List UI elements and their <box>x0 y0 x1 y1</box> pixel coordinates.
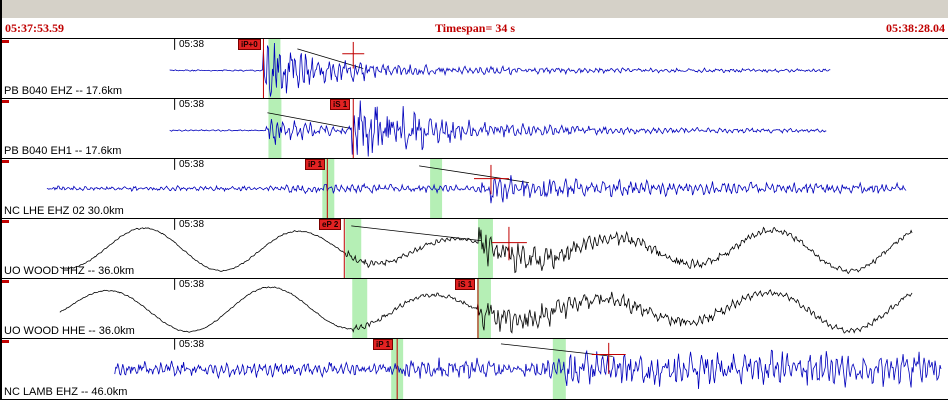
left-scale-tick <box>2 100 9 103</box>
timespan-label: Timespan= 34 s <box>435 21 515 35</box>
trace-panel-4[interactable]: 05:38 UO WOOD HHZ -- 36.0km eP 2 <box>2 218 948 278</box>
phase-pick-flag[interactable]: iS 1 <box>455 279 476 290</box>
waveform-area-3[interactable] <box>2 159 948 218</box>
waveform-trace <box>46 175 907 204</box>
phase-highlight-band <box>345 219 362 278</box>
trace-time-label: 05:38 <box>179 279 205 290</box>
waveform-area-6[interactable] <box>2 339 948 399</box>
waveform-trace <box>114 349 942 389</box>
phase-pick-flag[interactable]: iP 1 <box>305 159 326 170</box>
event-summary-text: 61363426 UW 2018-01-08 05:38:00.44 41.89… <box>13 17 729 18</box>
phase-pick-flag[interactable]: eP 2 <box>319 219 342 230</box>
trace-panel-5[interactable]: 05:38 UO WOOD HHE -- 36.0km iS 1 <box>2 278 948 338</box>
time-bar: 05:37:53.59 Timespan= 34 s 05:38:28.04 <box>2 18 948 38</box>
phase-highlight-band <box>477 219 493 278</box>
event-header: 61363426 UW 2018-01-08 05:38:00.44 41.89… <box>2 0 948 18</box>
trace-time-label: 05:38 <box>179 39 205 50</box>
left-scale-tick <box>2 40 9 43</box>
left-scale-tick <box>2 280 9 283</box>
coda-decay-line <box>297 48 364 69</box>
window-start-time: 05:37:53.59 <box>5 21 64 35</box>
coda-decay-line <box>267 112 352 129</box>
trace-panel-2[interactable]: 05:38 PB B040 EH1 -- 17.6km iS 1 <box>2 98 948 158</box>
station-label: UO WOOD HHE -- 36.0km <box>4 325 135 337</box>
left-scale-tick <box>2 340 9 343</box>
waveform-trace <box>169 100 827 157</box>
phase-highlight-band <box>552 339 566 399</box>
waveform-trace <box>59 286 913 334</box>
trace-time-label: 05:38 <box>179 159 205 170</box>
station-label: NC LHE EHZ 02 30.0km <box>4 205 124 217</box>
left-scale-tick <box>2 160 9 163</box>
trace-time-label: 05:38 <box>179 219 205 230</box>
waveform-area-4[interactable] <box>2 219 948 278</box>
phase-pick-flag[interactable]: iP 1 <box>373 339 394 350</box>
phase-pick-flag[interactable]: iP+0 <box>238 39 261 50</box>
trace-time-label: 05:38 <box>179 99 205 110</box>
waveform-area-2[interactable] <box>2 99 948 158</box>
trace-panel-1[interactable]: 05:38 PB B040 EHZ -- 17.6km iP+0 <box>2 38 948 98</box>
phase-highlight-band <box>352 279 368 338</box>
phase-highlight-band <box>268 39 281 98</box>
coda-decay-line <box>351 225 482 242</box>
phase-pick-flag[interactable]: iS 1 <box>330 99 351 110</box>
station-label: UO WOOD HHZ -- 36.0km <box>4 265 135 277</box>
trace-panel-6[interactable]: 05:38 NC LAMB EHZ -- 46.0km iP 1 <box>2 338 948 400</box>
waveform-area-5[interactable] <box>2 279 948 338</box>
trace-time-label: 05:38 <box>179 339 205 350</box>
left-scale-tick <box>2 220 9 223</box>
waveform-trace <box>59 226 913 275</box>
phase-highlight-band <box>430 159 443 218</box>
station-label: PB B040 EHZ -- 17.6km <box>4 85 122 97</box>
window-end-time: 05:38:28.04 <box>886 21 945 35</box>
station-label: NC LAMB EHZ -- 46.0km <box>4 386 128 398</box>
waveform-area-1[interactable] <box>2 39 948 98</box>
trace-panel-3[interactable]: 05:38 NC LHE EHZ 02 30.0km iP 1 <box>2 158 948 218</box>
station-label: PB B040 EH1 -- 17.6km <box>4 145 122 157</box>
phase-highlight-band <box>476 279 491 338</box>
waveform-trace <box>169 43 831 97</box>
